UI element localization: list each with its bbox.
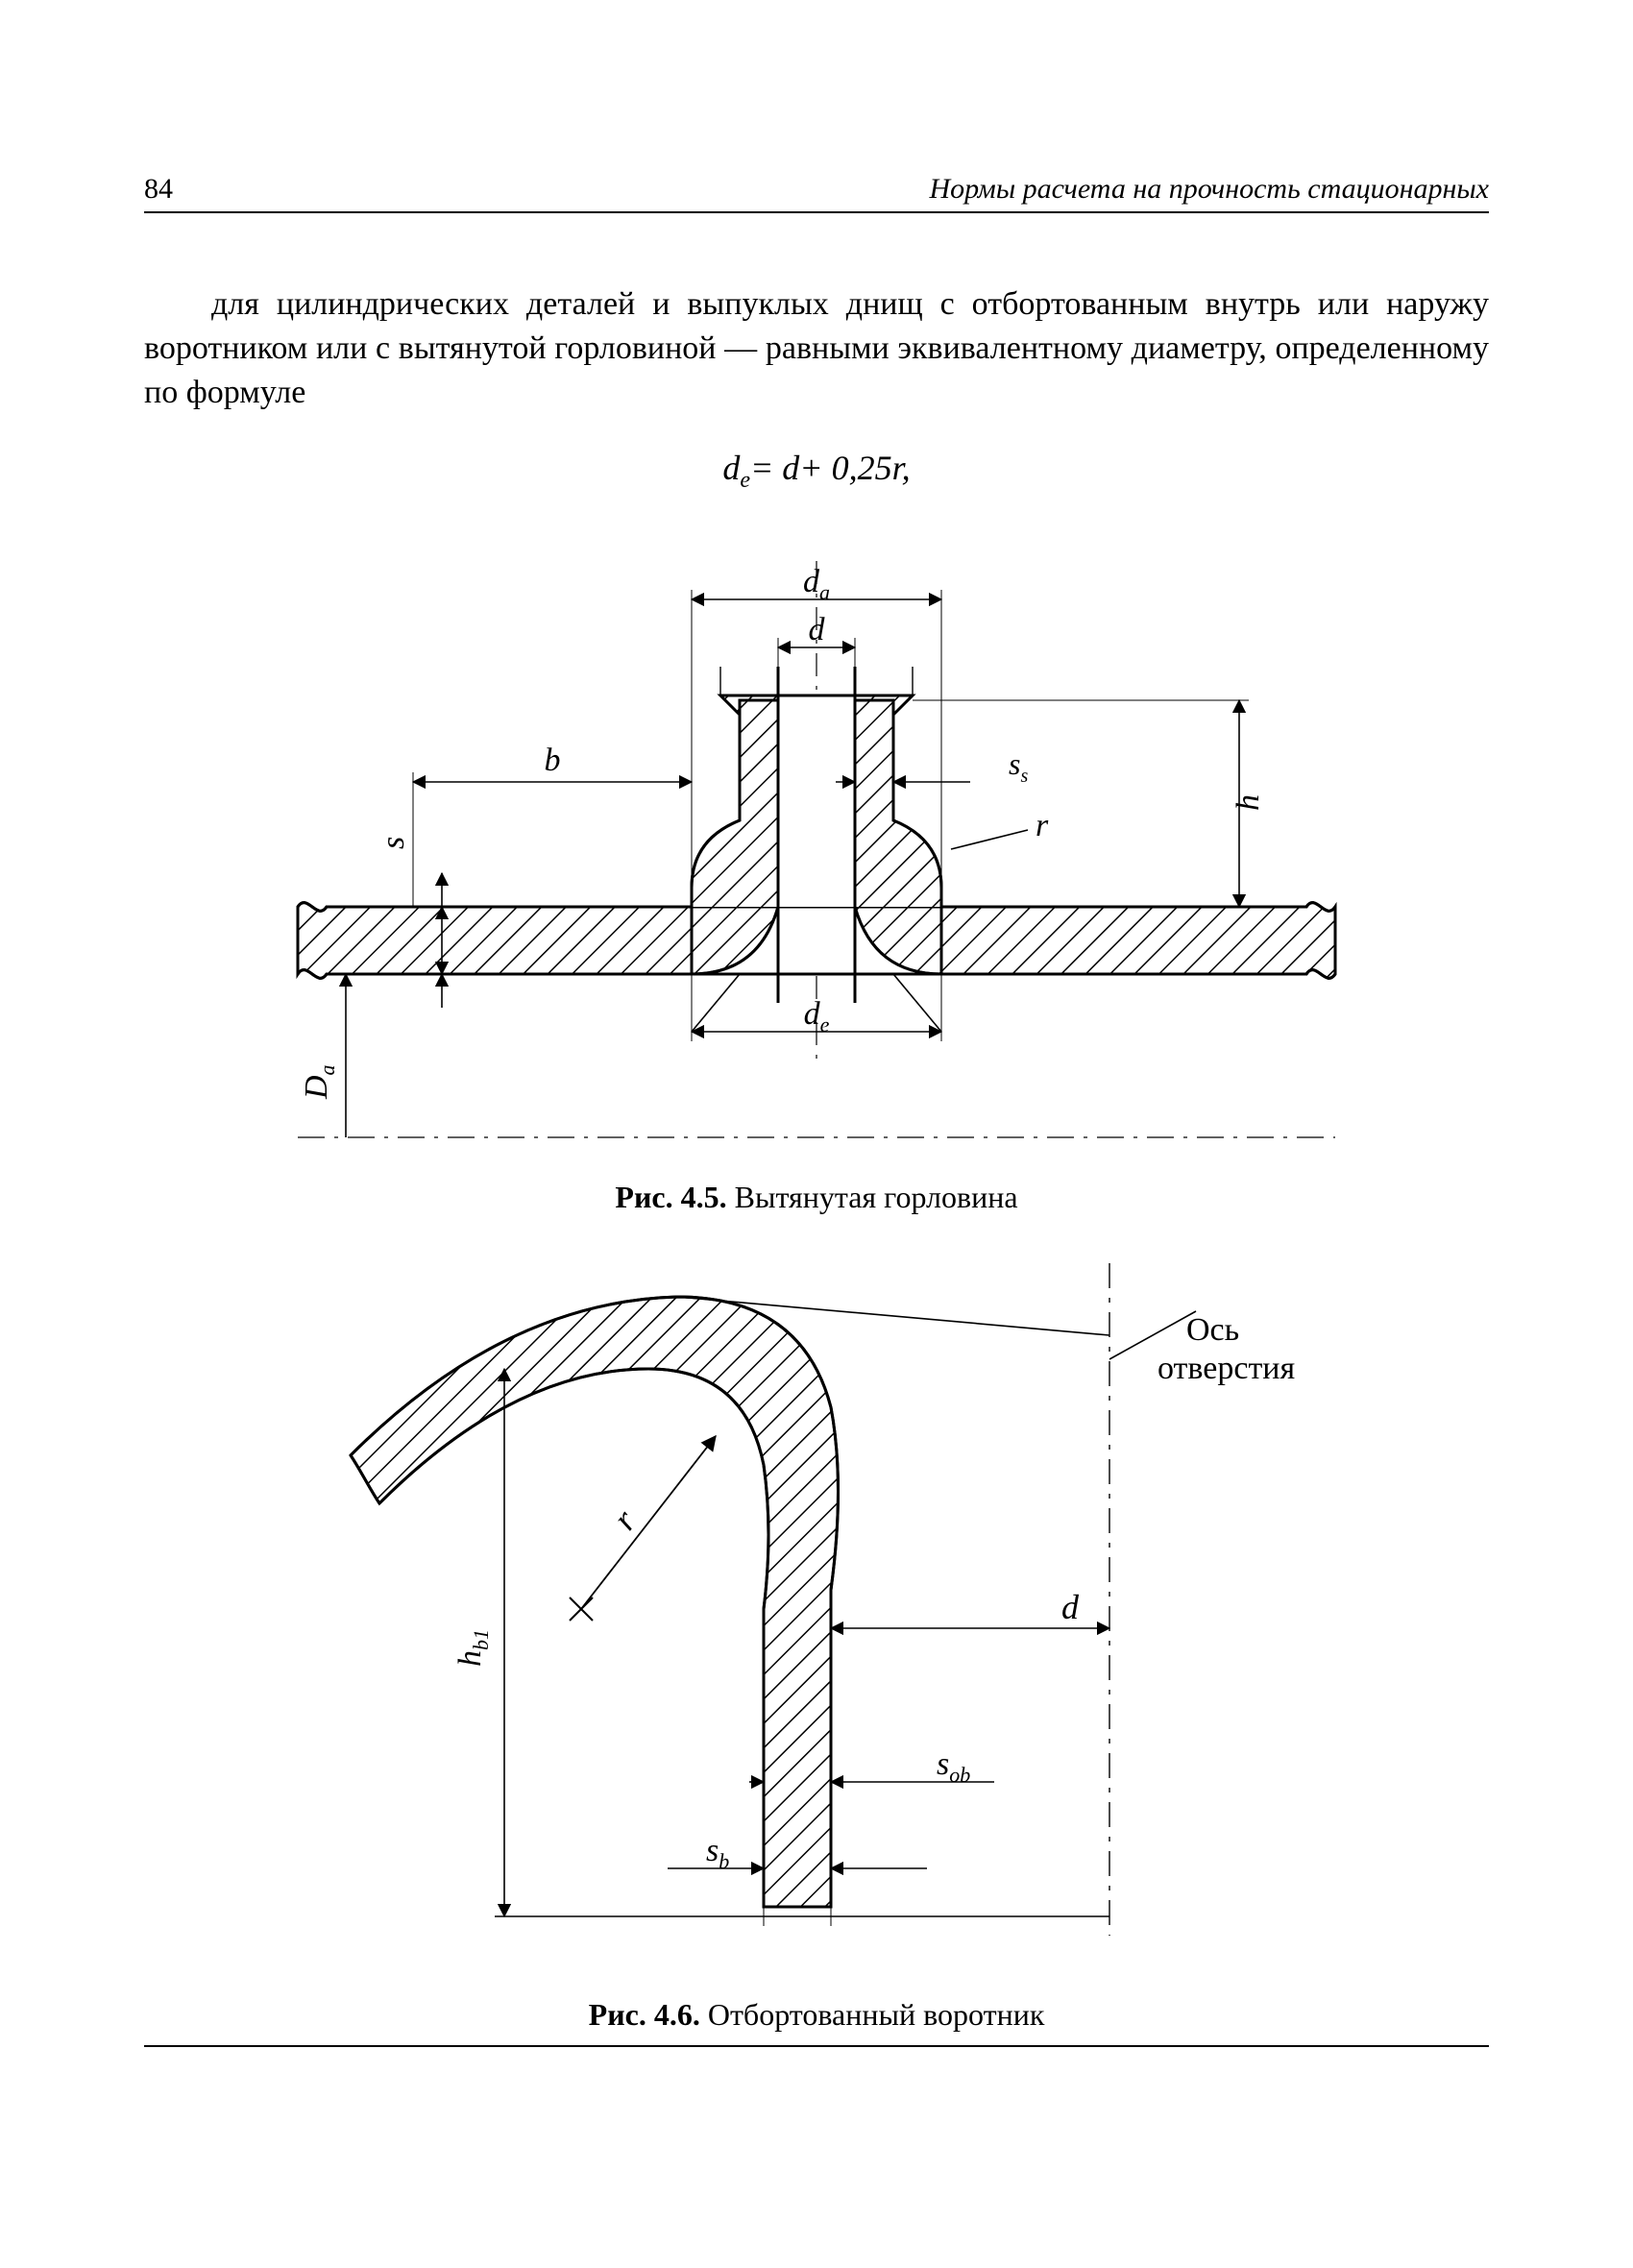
paragraph-1: для цилиндрических деталей и выпуклых дн… <box>144 282 1489 415</box>
page-body: для цилиндрических деталей и выпуклых дн… <box>144 250 1489 2042</box>
svg-text:hb1: hb1 <box>452 1629 493 1667</box>
svg-text:h: h <box>1231 794 1266 811</box>
figure-4-6: Ось отверстия r hb1 <box>264 1244 1369 1974</box>
axis-label-2: отверстия <box>1158 1351 1296 1386</box>
running-head: 84 Нормы расчета на прочность стационарн… <box>144 173 1489 213</box>
figure-4-6-caption-text: Отбортованный воротник <box>708 1997 1045 2032</box>
page: 84 Нормы расчета на прочность стационарн… <box>0 0 1633 2268</box>
figure-4-6-caption: Рис. 4.6. Отбортованный воротник <box>144 1997 1489 2033</box>
bottom-rule <box>144 2045 1489 2047</box>
formula-text: de= d+ 0,25r, <box>722 449 910 487</box>
figure-4-5-caption-label: Рис. 4.5. <box>615 1180 726 1214</box>
svg-text:b: b <box>545 743 561 778</box>
svg-text:sob: sob <box>937 1746 970 1787</box>
running-title: Нормы расчета на прочность стационарных <box>930 173 1490 206</box>
svg-text:sb: sb <box>706 1833 729 1873</box>
svg-text:d: d <box>809 612 826 647</box>
axis-label: Ось <box>1186 1312 1239 1348</box>
figure-4-5-caption-text: Вытянутая горловина <box>735 1180 1018 1214</box>
figure-4-5-caption: Рис. 4.5. Вытянутая горловина <box>144 1180 1489 1215</box>
page-number: 84 <box>144 173 173 206</box>
svg-text:s: s <box>376 837 411 849</box>
formula-de: de= d+ 0,25r, <box>144 448 1489 494</box>
figure-4-5: da d b ss r h <box>240 523 1393 1157</box>
figure-4-6-caption-label: Рис. 4.6. <box>589 1997 700 2032</box>
svg-text:d: d <box>1061 1588 1080 1626</box>
svg-text:r: r <box>1036 808 1049 843</box>
svg-text:r: r <box>605 1501 645 1536</box>
